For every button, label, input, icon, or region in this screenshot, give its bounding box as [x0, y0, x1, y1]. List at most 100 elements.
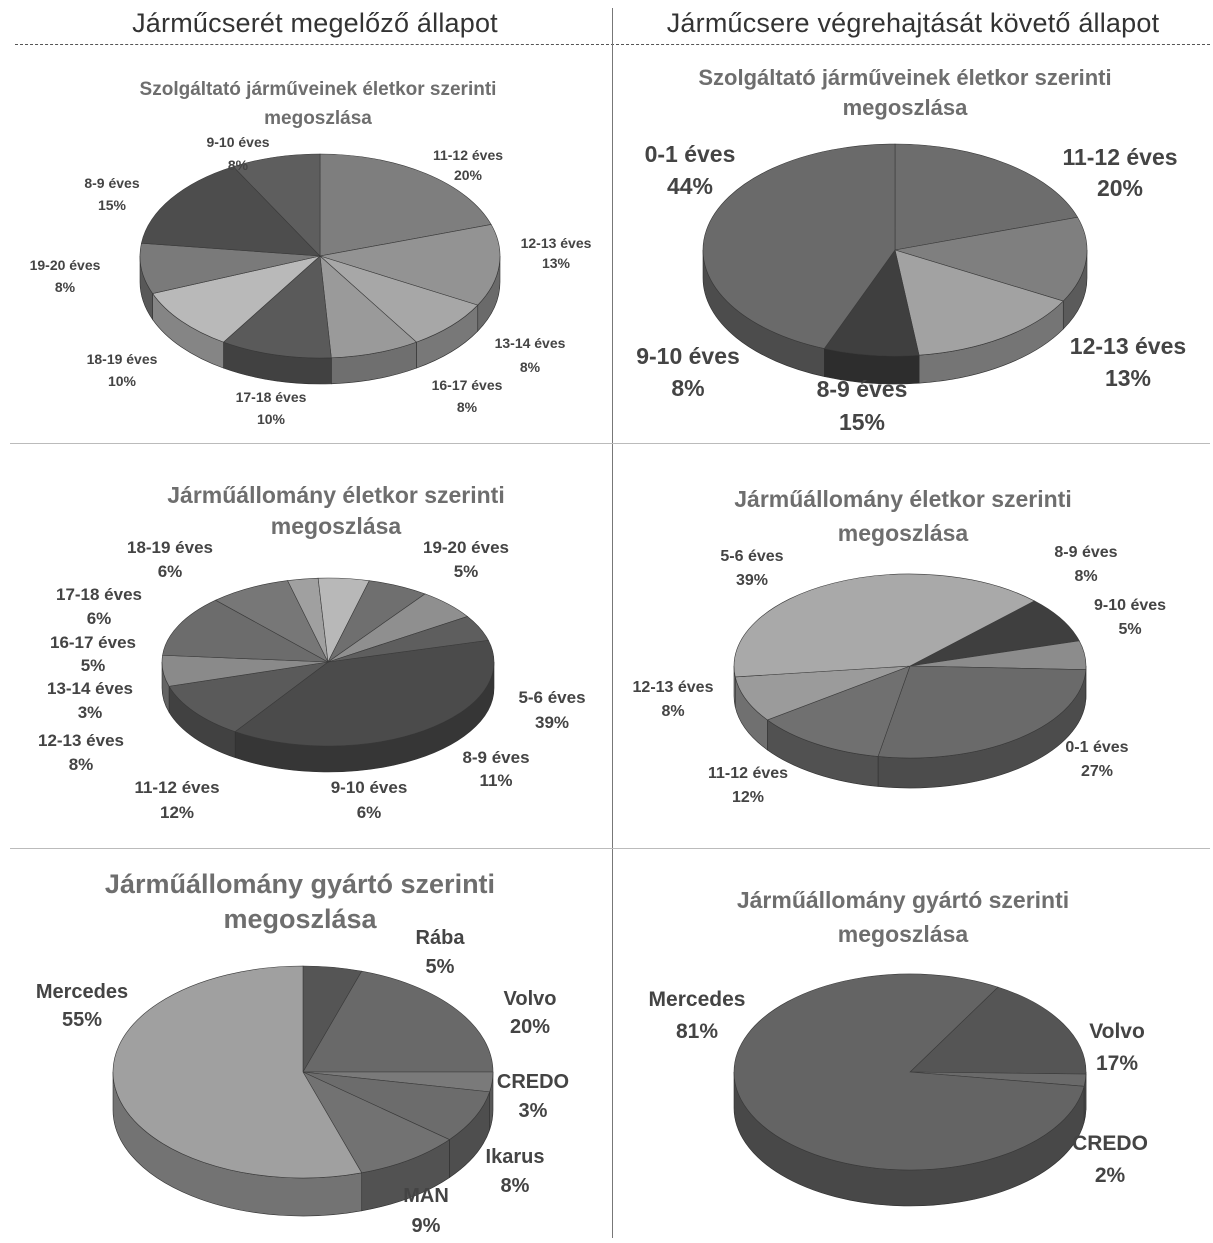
slice-percent: 20% [454, 167, 483, 183]
pie-slice-1 [234, 639, 495, 747]
slice-percent: 81% [676, 1020, 718, 1043]
slice-label: 12-13 éves [38, 731, 124, 750]
slice-label: CREDO [497, 1071, 569, 1093]
slice-percent: 12% [160, 803, 194, 822]
slice-label: 16-17 éves [50, 633, 136, 652]
chart-title: megoszlása [264, 108, 372, 129]
slice-percent: 6% [87, 609, 112, 628]
pie-slice-8 [141, 166, 321, 257]
slice-label: 9-10 éves [1094, 597, 1166, 614]
pie-slice-5 [302, 1071, 451, 1174]
slice-percent: 6% [357, 803, 382, 822]
slice-percent: 11% [479, 771, 512, 790]
chart-title: megoszlása [223, 904, 377, 934]
slice-percent: 5% [454, 562, 479, 581]
slice-label: 19-20 éves [423, 538, 509, 557]
slice-label: Rába [416, 927, 466, 949]
chart-title: Járműállomány gyártó szerinti [105, 869, 495, 899]
slice-label: 13-14 éves [47, 679, 133, 698]
slice-label: 9-10 éves [636, 343, 740, 369]
pie-slice-4 [823, 249, 920, 357]
pie-slice-1 [894, 143, 1079, 251]
chart-title: megoszlása [271, 513, 402, 539]
pie-slice-1 [909, 600, 1080, 667]
slice-label: 16-17 éves [432, 377, 503, 393]
slice-label: 8-9 éves [84, 175, 139, 191]
pie-slice-5 [734, 665, 911, 721]
slice-label: 11-12 éves [134, 778, 219, 797]
pie-slice-6 [152, 255, 322, 343]
slice-label: 12-13 éves [633, 679, 714, 696]
slice-percent: 8% [501, 1175, 530, 1197]
slice-label: Ikarus [486, 1146, 545, 1168]
slice-percent: 8% [55, 279, 76, 295]
pie-slice-5 [222, 255, 332, 359]
slice-percent: 8% [671, 375, 704, 401]
pie-slice-3 [733, 973, 1085, 1171]
slice-label: MAN [403, 1185, 449, 1207]
chart-title: Szolgáltató járműveinek életkor szerinti [698, 65, 1111, 90]
slice-percent: 39% [736, 572, 768, 589]
slice-label: 9-10 éves [206, 134, 269, 150]
slice-label: Volvo [1089, 1020, 1145, 1043]
slice-percent: 9% [412, 1215, 441, 1237]
slice-percent: 5% [1118, 621, 1141, 638]
slice-label: 5-6 éves [518, 688, 585, 707]
pie-slice-10 [327, 616, 489, 663]
slice-percent: 20% [510, 1016, 550, 1038]
row-divider-2 [10, 848, 1210, 849]
pie-slice-7 [139, 242, 321, 294]
slice-label: 19-20 éves [30, 257, 101, 273]
chart-title: megoszlása [838, 921, 969, 947]
slice-percent: 12% [732, 789, 764, 806]
chart-title: Járműállomány gyártó szerinti [737, 887, 1069, 913]
pie-slice-2 [894, 216, 1088, 302]
slice-percent: 13% [1105, 365, 1151, 391]
slice-label: 11-12 éves [708, 765, 788, 782]
slice-label: 12-13 éves [1070, 333, 1186, 359]
slice-label: 17-18 éves [56, 585, 142, 604]
pie-slice-3 [319, 255, 479, 343]
slice-label: 9-10 éves [331, 778, 408, 797]
slice-percent: 3% [78, 703, 103, 722]
slice-percent: 15% [839, 409, 885, 435]
slice-label: 8-9 éves [817, 376, 908, 402]
chart-title: megoszlása [843, 95, 968, 120]
pie-chart-4: Járműállomány életkor szerinti megoszlása… [633, 486, 1167, 806]
pie-chart-6: Járműállomány gyártó szerinti megoszlása V… [649, 887, 1148, 1207]
slice-label: Mercedes [649, 988, 746, 1011]
pie-chart-3: Járműállomány életkor szerinti megoszlása… [38, 482, 586, 822]
slice-percent: 39% [535, 713, 569, 732]
pie-slice-3 [894, 249, 1064, 356]
slice-percent: 8% [661, 703, 684, 720]
header-after: Járműcsere végrehajtását követő állapot [666, 8, 1160, 38]
slice-label: 17-18 éves [236, 389, 307, 405]
pie-slice-9 [232, 153, 321, 257]
slice-label: 11-12 éves [1062, 144, 1177, 170]
slice-percent: 27% [1081, 763, 1113, 780]
slice-percent: 8% [1074, 568, 1097, 585]
pie-slice-2 [302, 970, 494, 1073]
slice-percent: 15% [98, 197, 127, 213]
slice-percent: 3% [519, 1100, 548, 1122]
slice-percent: 44% [667, 173, 713, 199]
pie-chart-5: Járműállomány gyártó szerinti megoszlása R… [36, 869, 569, 1237]
slice-percent: 10% [108, 373, 137, 389]
slice-label: CREDO [1072, 1132, 1148, 1155]
slice-percent: 2% [1095, 1164, 1126, 1187]
slice-percent: 10% [257, 411, 286, 427]
slice-percent: 8% [457, 399, 478, 415]
slice-label: 8-9 éves [462, 748, 529, 767]
slice-label: 11-12 éves [433, 147, 503, 163]
pie-slice-6 [112, 965, 363, 1179]
slice-label: Mercedes [36, 981, 128, 1003]
slice-percent: 55% [62, 1009, 102, 1031]
slice-percent: 13% [542, 255, 571, 271]
chart-title: megoszlása [838, 520, 969, 546]
slice-label: 13-14 éves [495, 335, 566, 351]
pie-slice-2 [168, 661, 329, 732]
pie-slice-6 [733, 573, 1036, 678]
pie-slice-2 [319, 224, 501, 306]
slice-label: 5-6 éves [720, 548, 783, 565]
slice-percent: 6% [158, 562, 183, 581]
